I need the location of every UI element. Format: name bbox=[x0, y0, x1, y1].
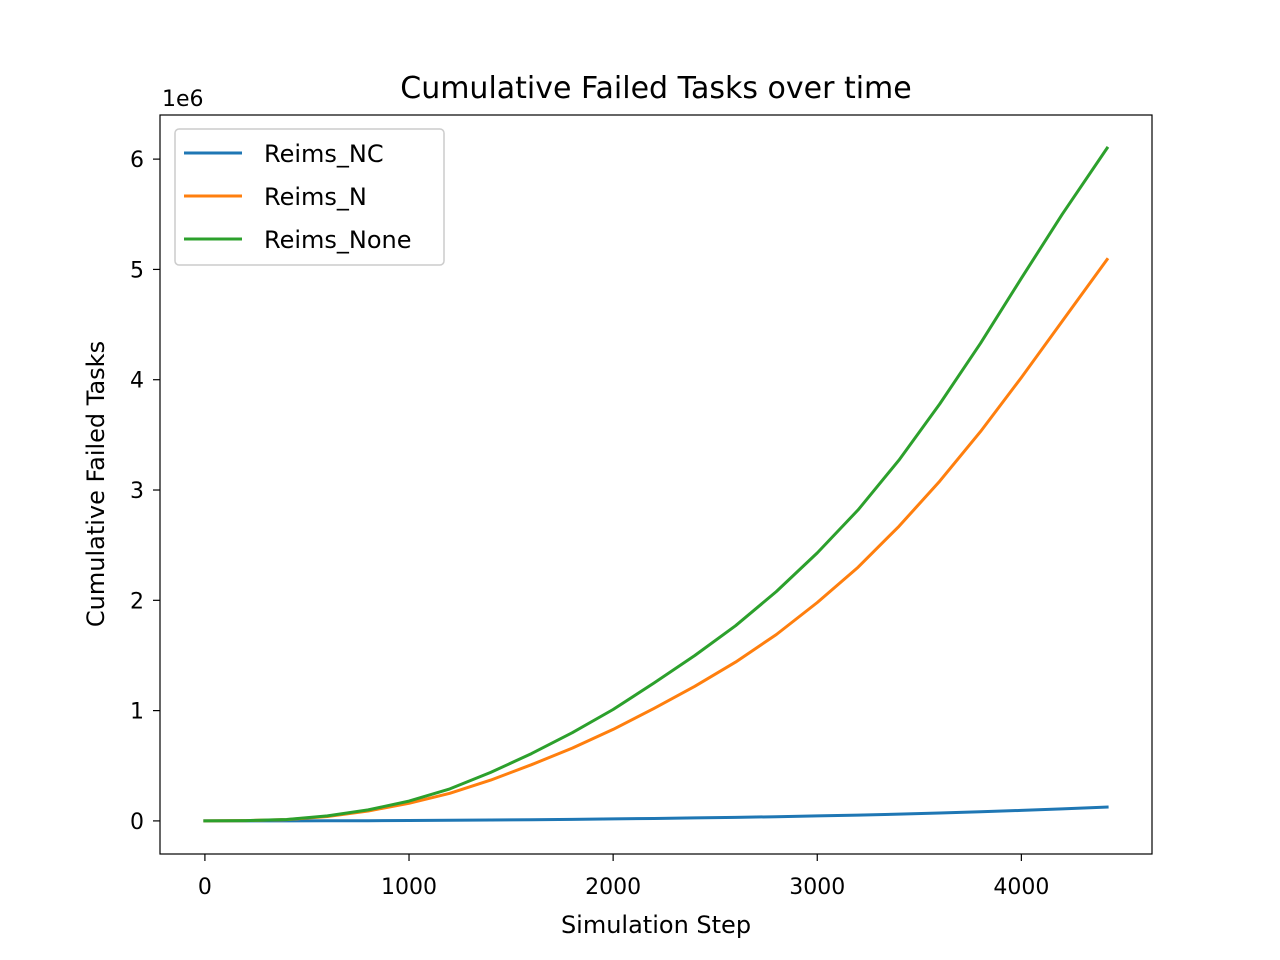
y-tick-label: 2 bbox=[130, 589, 144, 614]
y-axis-offset-label: 1e6 bbox=[162, 87, 204, 112]
x-tick-label: 4000 bbox=[993, 875, 1049, 900]
x-tick-label: 0 bbox=[198, 875, 212, 900]
y-tick-label: 0 bbox=[130, 810, 144, 835]
chart-title: Cumulative Failed Tasks over time bbox=[400, 71, 911, 106]
y-tick-label: 5 bbox=[130, 258, 144, 283]
x-tick-label: 1000 bbox=[381, 875, 437, 900]
x-tick-label: 3000 bbox=[789, 875, 845, 900]
x-axis-ticks: 0 1000 2000 3000 4000 bbox=[198, 854, 1049, 900]
series-line-reims-none bbox=[203, 146, 1110, 823]
plot-frame bbox=[159, 114, 1153, 855]
legend-label: Reims_N bbox=[264, 183, 367, 211]
y-tick-label: 1 bbox=[130, 700, 144, 725]
legend: Reims_NC Reims_N Reims_None bbox=[174, 128, 445, 266]
y-tick-label: 6 bbox=[130, 148, 144, 173]
legend-box bbox=[174, 128, 445, 266]
y-tick-label: 4 bbox=[130, 369, 144, 394]
plot-lines bbox=[203, 146, 1110, 823]
x-axis-label: Simulation Step bbox=[561, 911, 751, 939]
y-axis-label: Cumulative Failed Tasks bbox=[82, 341, 110, 627]
series-line-reims-n bbox=[203, 257, 1110, 823]
y-axis-ticks: 0 1 2 3 4 5 6 bbox=[130, 148, 160, 835]
legend-label: Reims_NC bbox=[264, 140, 384, 168]
legend-label: Reims_None bbox=[264, 226, 412, 254]
x-tick-label: 2000 bbox=[585, 875, 641, 900]
series-line-reims-nc bbox=[203, 805, 1109, 823]
y-tick-label: 3 bbox=[130, 479, 144, 504]
